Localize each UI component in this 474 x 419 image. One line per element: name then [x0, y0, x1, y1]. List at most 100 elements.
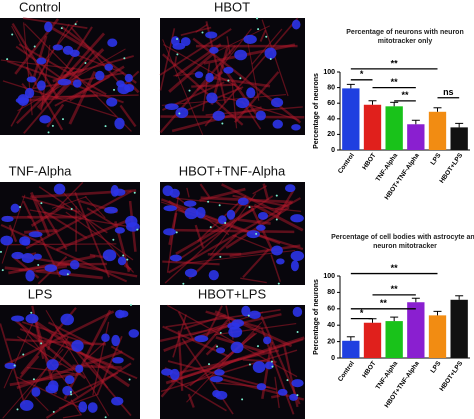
- mito: [22, 353, 25, 356]
- nucleus: [19, 399, 34, 411]
- mito: [60, 27, 63, 30]
- y-tick-label: 100: [323, 273, 335, 280]
- nucleus: [69, 259, 80, 270]
- fiber: [189, 332, 258, 387]
- nucleus: [183, 200, 197, 207]
- nucleus: [205, 72, 214, 83]
- bar: [428, 315, 447, 358]
- fiber: [51, 196, 87, 209]
- mito: [13, 364, 16, 367]
- nucleus: [256, 224, 266, 231]
- nucleus: [111, 396, 124, 406]
- mito: [40, 342, 43, 345]
- fiber: [74, 191, 110, 278]
- mito: [219, 331, 222, 334]
- nucleus: [78, 401, 88, 413]
- mito: [16, 408, 19, 411]
- nucleus: [216, 347, 226, 354]
- fiber: [259, 29, 267, 42]
- mito: [11, 33, 14, 36]
- mito: [269, 58, 272, 61]
- mito: [239, 77, 242, 80]
- fiber: [11, 22, 59, 99]
- nucleus: [126, 222, 140, 232]
- mito: [0, 250, 2, 253]
- nucleus: [124, 83, 135, 92]
- nucleus: [36, 57, 47, 65]
- nucleus: [214, 369, 225, 376]
- panel-label: Control: [19, 0, 61, 14]
- nucleus: [264, 47, 277, 60]
- bar: [385, 321, 403, 358]
- fiber: [3, 316, 37, 389]
- nucleus: [117, 256, 127, 266]
- nucleus: [284, 184, 296, 193]
- fiber: [206, 75, 271, 88]
- nucleus: [33, 253, 42, 260]
- mito: [30, 311, 33, 314]
- nucleus: [52, 44, 63, 51]
- mito: [207, 200, 210, 203]
- x-tick-label: HBOT+LPS: [438, 360, 464, 393]
- nucleus: [276, 258, 285, 265]
- nucleus: [21, 239, 31, 246]
- fiber: [16, 350, 123, 390]
- fiber: [54, 75, 110, 107]
- mito: [275, 194, 278, 197]
- mito: [255, 232, 258, 235]
- fiber: [119, 104, 137, 128]
- fiber: [86, 207, 116, 227]
- nucleus: [180, 37, 191, 47]
- nucleus: [271, 97, 284, 108]
- y-tick-label: 20: [327, 131, 335, 138]
- fiber: [167, 304, 298, 378]
- y-tick-label: 0: [331, 355, 335, 362]
- significance-label: *: [360, 308, 364, 318]
- significance-label: **: [401, 90, 409, 100]
- mito: [248, 206, 251, 209]
- significance-label: *: [360, 69, 364, 79]
- x-tick-label: HBOT: [361, 152, 377, 171]
- significance-label: **: [391, 263, 399, 273]
- mito: [219, 255, 222, 258]
- mito: [129, 304, 132, 307]
- fiber: [16, 66, 75, 125]
- nucleus: [228, 326, 243, 338]
- y-tick-label: 80: [327, 84, 335, 91]
- nucleus: [290, 250, 305, 261]
- fiber: [90, 364, 109, 389]
- nucleus: [212, 110, 225, 121]
- nucleus: [71, 340, 84, 352]
- fiber: [214, 310, 293, 348]
- nucleus: [11, 251, 24, 260]
- bar: [342, 88, 360, 150]
- fiber: [183, 314, 227, 330]
- fiber: [60, 25, 137, 84]
- nucleus: [101, 333, 110, 342]
- nucleus: [17, 94, 29, 106]
- nucleus: [102, 249, 117, 262]
- mito: [47, 131, 50, 134]
- nucleus: [164, 103, 179, 111]
- nucleus: [184, 207, 199, 220]
- fiber: [181, 338, 234, 415]
- fiber: [25, 190, 133, 250]
- mito: [247, 314, 250, 317]
- y-tick-label: 60: [327, 100, 335, 107]
- fiber: [252, 185, 268, 195]
- nucleus: [277, 388, 288, 396]
- nucleus: [208, 270, 219, 281]
- nucleus: [248, 310, 261, 320]
- nucleus: [163, 205, 177, 212]
- mito: [182, 282, 185, 285]
- nucleus: [246, 87, 256, 99]
- nucleus: [60, 313, 74, 326]
- fiber: [21, 195, 80, 213]
- fiber: [30, 191, 51, 237]
- mito: [6, 58, 9, 61]
- fiber: [123, 264, 132, 271]
- fiber: [166, 375, 227, 412]
- fiber: [26, 215, 32, 219]
- nucleus: [87, 402, 98, 413]
- nucleus: [11, 315, 25, 322]
